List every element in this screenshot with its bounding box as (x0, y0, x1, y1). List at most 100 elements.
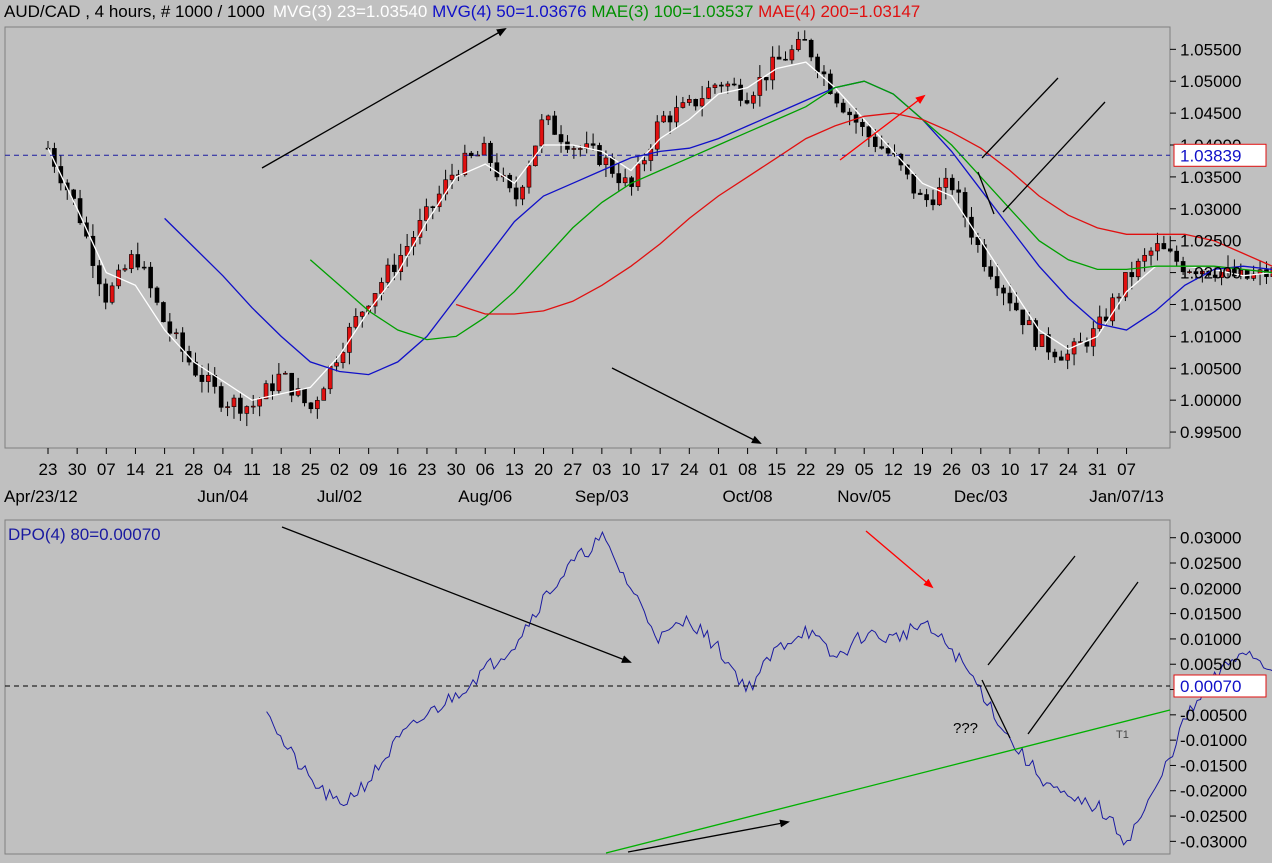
candle (680, 96, 686, 109)
candle (808, 38, 814, 62)
dpo-ytick-label: -0.03000 (1180, 832, 1247, 851)
ma-line-1 (164, 80, 1272, 376)
candle (289, 372, 294, 403)
candle (109, 282, 115, 305)
candle-body (1155, 243, 1160, 252)
candle (840, 98, 846, 114)
candle-body (1001, 287, 1006, 294)
candle (603, 150, 609, 177)
x-tick-label: 20 (534, 460, 553, 479)
x-tick-label: 16 (388, 460, 407, 479)
candle-body (481, 142, 487, 156)
candle (545, 114, 551, 126)
candle-body (1026, 320, 1032, 326)
candle (1135, 258, 1141, 282)
candle-body (257, 398, 262, 407)
candle-body (1129, 272, 1135, 278)
candle (686, 94, 692, 106)
candle (924, 188, 929, 207)
candle-body (238, 397, 243, 414)
x-month-label: Nov/05 (837, 487, 891, 506)
candle (122, 264, 128, 273)
candle (1097, 305, 1103, 332)
candle (250, 394, 256, 415)
candle-body (1007, 292, 1013, 304)
candle (1155, 232, 1160, 261)
candle (173, 328, 179, 339)
price-ytick-label: 1.01000 (1180, 327, 1241, 346)
candle (295, 377, 301, 398)
candle (930, 189, 936, 211)
candle-body (994, 276, 1000, 289)
price-panel[interactable] (4, 26, 1171, 449)
candle-body (719, 84, 724, 87)
candle (1110, 293, 1115, 326)
x-tick-label: 24 (680, 460, 699, 479)
candle-body (1148, 250, 1154, 256)
candle (199, 365, 205, 393)
price-ytick-label: 1.02000 (1180, 264, 1241, 283)
candle (449, 163, 455, 189)
candle-body (603, 157, 609, 165)
candle (622, 168, 628, 187)
x-tick-label: 07 (1117, 460, 1136, 479)
candle-body (206, 374, 211, 382)
candle-body (270, 383, 275, 392)
candle (276, 363, 282, 394)
candle-body (494, 162, 500, 178)
candle-body (744, 100, 750, 104)
dpo-ytick-label: -0.00500 (1180, 706, 1247, 725)
candle (590, 133, 596, 151)
candle-body (1212, 274, 1218, 278)
candle (359, 311, 365, 328)
candle-body (1046, 334, 1051, 353)
candle (180, 327, 185, 363)
x-tick-label: 14 (126, 460, 145, 479)
candle-body (129, 254, 134, 269)
candle (834, 91, 840, 108)
candle-body (315, 400, 320, 410)
candle (1257, 260, 1263, 286)
dpo-ytick-label: 0.02500 (1180, 554, 1241, 573)
price-ytick-label: 1.04500 (1180, 104, 1241, 123)
candle-body (173, 332, 179, 335)
x-month-label: Apr/23/12 (4, 487, 78, 506)
candle-body (937, 187, 942, 206)
x-tick-label: 25 (301, 460, 320, 479)
candle-body (757, 77, 763, 96)
candle-body (776, 56, 782, 60)
dpo-ytick-label: -0.02500 (1180, 807, 1247, 826)
candle-body (840, 102, 846, 113)
candle-body (943, 177, 949, 188)
candle (315, 396, 320, 419)
candle-body (321, 388, 327, 401)
axes: 1.055001.050001.045001.040001.035001.030… (4, 40, 1267, 851)
candle-body (193, 361, 198, 376)
candle (937, 177, 942, 206)
x-tick-label: 11 (243, 460, 261, 479)
candle-body (552, 115, 557, 135)
x-tick-label: 10 (1000, 460, 1019, 479)
price-ytick-label: 1.05000 (1180, 72, 1241, 91)
candle-body (109, 285, 115, 303)
candle (1161, 235, 1167, 250)
x-tick-label: 21 (155, 460, 174, 479)
candle (154, 286, 160, 306)
candle-body (417, 220, 423, 238)
price-plot (5, 30, 1272, 427)
candle-body (520, 186, 525, 200)
candle-body (199, 374, 205, 382)
candle-body (802, 39, 808, 41)
candle-body (282, 372, 288, 375)
candle (597, 142, 602, 167)
candle (424, 198, 429, 231)
question-annotation: ??? (953, 720, 978, 737)
candle (860, 117, 865, 137)
candle-body (712, 84, 718, 89)
candle-body (1039, 334, 1045, 347)
legend-mae3: MAE(3) 100=1.03537 (591, 2, 754, 21)
indicator-panel[interactable] (4, 519, 1171, 855)
candle (129, 249, 134, 274)
price-ytick-label: 1.00500 (1180, 359, 1241, 378)
ma-line-0 (47, 61, 1272, 401)
